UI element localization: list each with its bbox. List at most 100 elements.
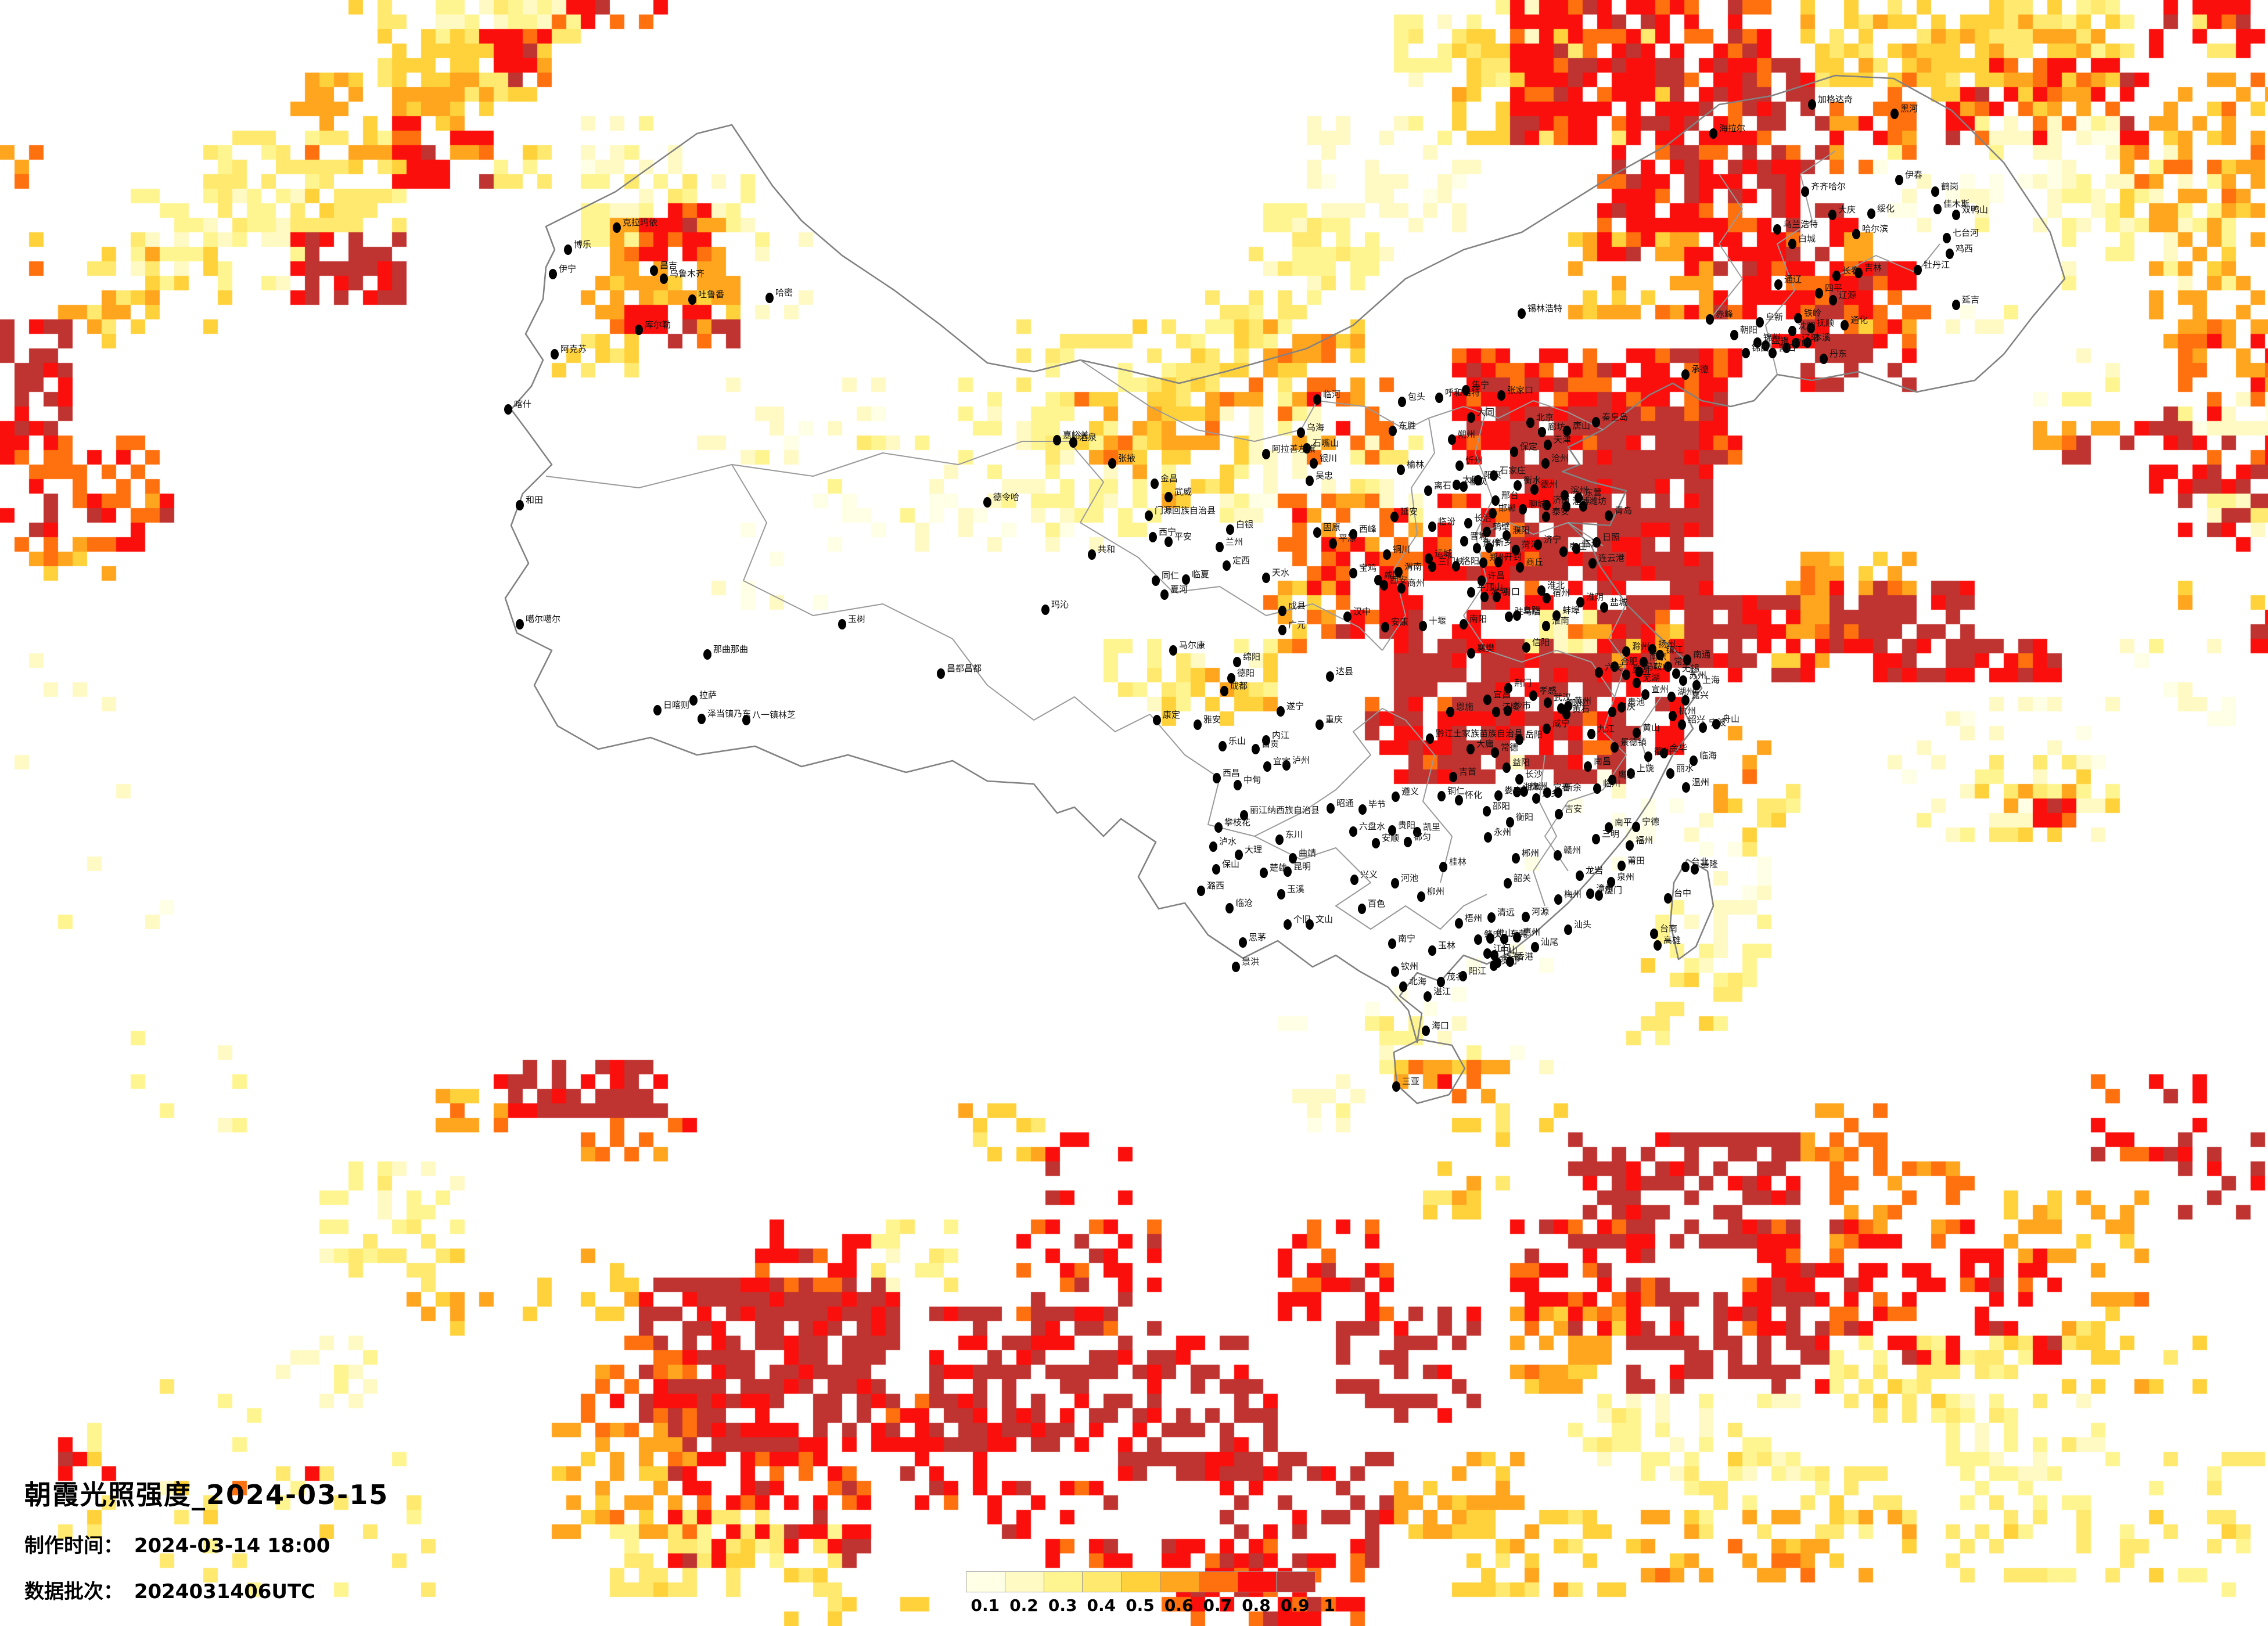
- city-dot: [1219, 741, 1227, 751]
- city-大庸: 大庸: [1467, 739, 1494, 754]
- city-沈阳: 沈阳: [1788, 321, 1816, 336]
- city-label: 南京: [1649, 652, 1667, 662]
- province-border-19: [1836, 243, 1940, 276]
- city-海拉尔: 海拉尔: [1709, 123, 1745, 139]
- city-郑州: 郑州: [1479, 552, 1507, 568]
- city-玉树: 玉树: [838, 614, 865, 629]
- city-石嘴山: 石嘴山: [1303, 438, 1339, 454]
- city-dot: [1263, 761, 1271, 772]
- city-label: 阿拉善左旗: [1272, 444, 1315, 454]
- city-dot: [1712, 719, 1720, 729]
- city-label: 东莞: [1510, 929, 1527, 939]
- city-label: 六盘水: [1359, 821, 1385, 832]
- city-label: 吉安: [1565, 804, 1582, 814]
- city-label: 牡丹江: [1924, 260, 1950, 270]
- city-dot: [1699, 722, 1707, 733]
- city-label: 马尔康: [1179, 640, 1205, 650]
- city-dot: [1483, 806, 1491, 816]
- city-dot: [1943, 233, 1951, 243]
- city-朝阳: 朝阳: [1730, 325, 1757, 340]
- city-label: 滁州: [1632, 641, 1649, 652]
- city-西宁: 西宁: [1149, 527, 1176, 542]
- city-dot: [1562, 709, 1570, 720]
- city-label: 九江: [1597, 724, 1615, 734]
- city-dot: [1239, 937, 1247, 948]
- city-label: 黄石: [1572, 704, 1590, 714]
- city-和田: 和田: [516, 495, 543, 510]
- city-dot: [1544, 440, 1552, 450]
- city-天津: 天津: [1544, 434, 1571, 450]
- city-河池: 河池: [1391, 873, 1418, 888]
- city-dot: [1522, 912, 1530, 922]
- legend-label: 0.4: [1087, 1596, 1116, 1615]
- city-dot: [1151, 479, 1159, 489]
- city-label: 凯里: [1423, 822, 1440, 832]
- city-dot: [1526, 418, 1534, 428]
- city-label: 临海: [1699, 750, 1717, 761]
- legend-label: 0.8: [1242, 1596, 1271, 1615]
- province-border-13: [1463, 534, 1592, 663]
- city-淮南: 淮南: [1542, 616, 1569, 631]
- province-border-9: [1475, 406, 1493, 535]
- city-label: 西安: [1390, 575, 1407, 585]
- city-label: 孝感: [1539, 685, 1557, 696]
- city-dot: [1595, 890, 1603, 901]
- city-定西: 定西: [1223, 555, 1250, 571]
- city-dot: [1467, 648, 1475, 659]
- city-label: 唐山: [1573, 420, 1590, 431]
- city-重庆: 重庆: [1315, 714, 1343, 730]
- city-label: 安康: [1391, 617, 1408, 627]
- city-河源: 河源: [1522, 906, 1549, 922]
- city-dot: [688, 294, 696, 305]
- city-label: 库尔勒: [645, 319, 671, 330]
- city-鸡西: 鸡西: [1946, 243, 1973, 259]
- city-dot: [1709, 128, 1717, 139]
- city-label: 自贡: [1261, 739, 1279, 749]
- city-label: 噶尔噶尔: [526, 614, 560, 624]
- legend-box-0.9: [1277, 1572, 1315, 1592]
- city-dot: [1460, 481, 1468, 492]
- city-dot: [1329, 538, 1337, 549]
- city-label: 同仁: [1162, 570, 1179, 581]
- city-label: 十堰: [1429, 616, 1446, 626]
- city-label: 株洲: [1530, 781, 1547, 792]
- city-邯郸: 邯郸: [1489, 503, 1516, 519]
- city-株洲: 株洲: [1520, 781, 1547, 797]
- city-label: 湛江: [1433, 986, 1451, 997]
- city-周口: 周口: [1493, 587, 1520, 602]
- city-昆明: 昆明: [1284, 861, 1311, 877]
- city-label: 蚌埠: [1562, 605, 1580, 616]
- city-label: 大理: [1245, 844, 1262, 855]
- city-label: 天津: [1554, 434, 1571, 445]
- city-同仁: 同仁: [1152, 570, 1179, 586]
- city-博乐: 博乐: [564, 239, 591, 255]
- city-dot: [1041, 605, 1049, 615]
- province-border-21: [1317, 400, 1429, 430]
- city-dot: [1644, 751, 1652, 762]
- city-曲靖: 曲靖: [1289, 848, 1316, 864]
- city-label: 保定: [1520, 441, 1537, 452]
- city-label: 宜昌: [1493, 689, 1511, 700]
- city-label: 集宁: [1472, 380, 1489, 390]
- city-label: 临夏: [1192, 569, 1209, 580]
- city-label: 桂林: [1449, 857, 1467, 867]
- city-dot: [1512, 545, 1520, 555]
- city-吉林: 吉林: [1854, 262, 1882, 278]
- city-乐山: 乐山: [1219, 736, 1246, 751]
- city-label: 镇江: [1666, 645, 1683, 655]
- city-label: 嘉峪关: [1063, 430, 1089, 440]
- city-石家庄: 石家庄: [1490, 465, 1526, 481]
- city-dot: [1648, 644, 1656, 654]
- city-label: 遵义: [1401, 786, 1419, 797]
- city-汉中: 汉中: [1343, 606, 1371, 622]
- city-哈密: 哈密: [765, 287, 793, 303]
- city-泸水: 泸水: [1209, 836, 1237, 852]
- city-文山: 文山: [1306, 914, 1333, 930]
- city-label: 成县: [1288, 600, 1306, 611]
- city-label: 榆林: [1407, 459, 1424, 470]
- city-label: 都匀: [1414, 832, 1431, 842]
- city-dot: [1504, 706, 1512, 716]
- city-dot: [1494, 557, 1503, 567]
- city-label: 西昌: [1223, 768, 1240, 778]
- city-label: 宣州: [1651, 684, 1669, 695]
